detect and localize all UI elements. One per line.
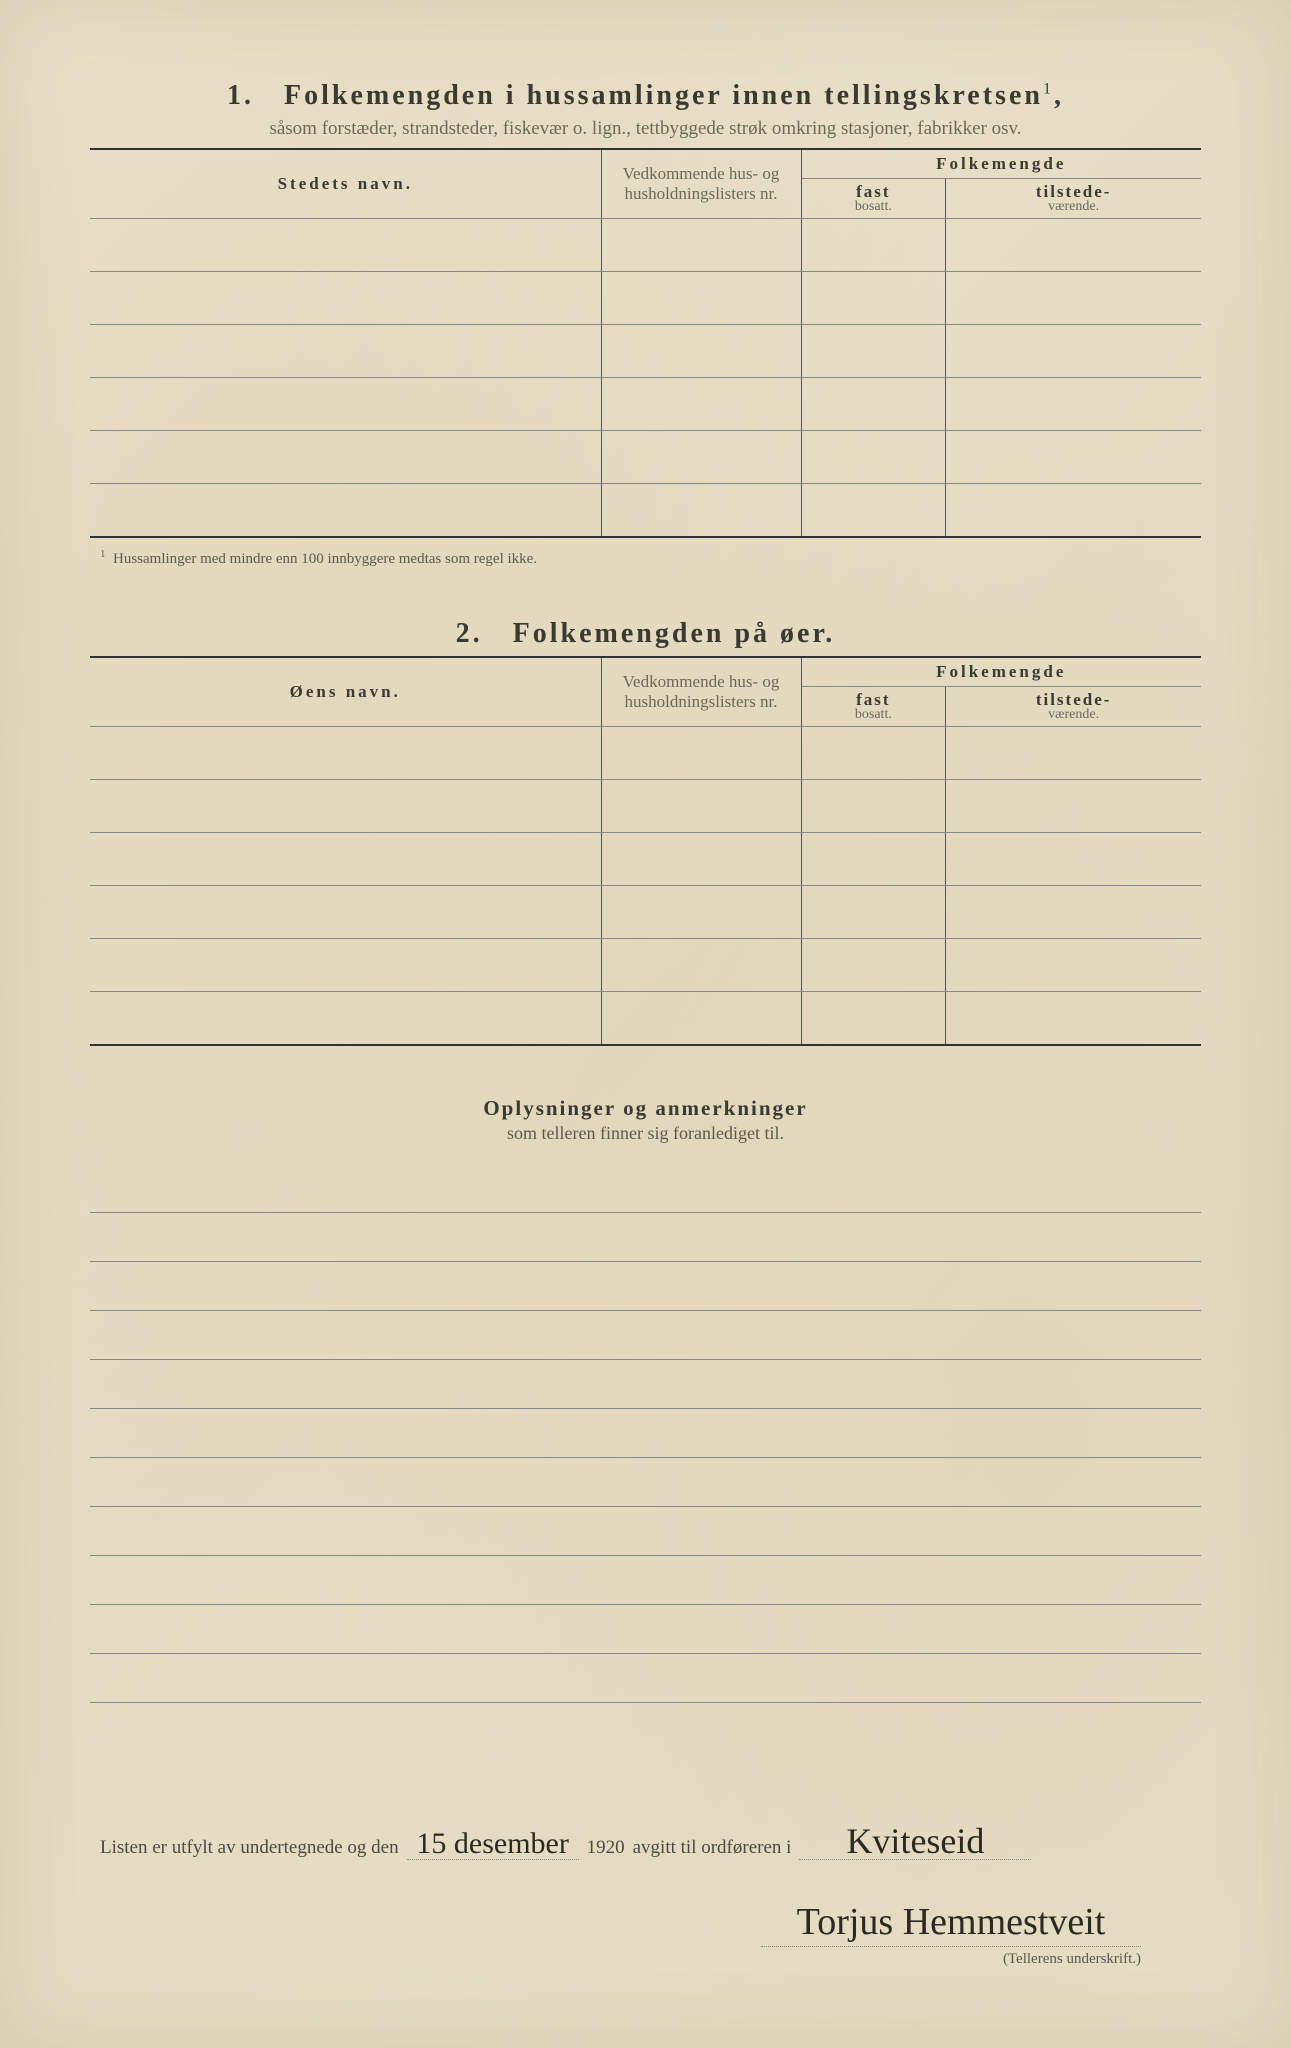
notes-line bbox=[90, 1164, 1201, 1213]
col-stedets-navn: Stedets navn. bbox=[90, 149, 601, 219]
section1-title: 1. Folkemengden i hussamlinger innen tel… bbox=[90, 80, 1201, 112]
notes-line bbox=[90, 1654, 1201, 1703]
table-row bbox=[90, 219, 1201, 272]
footer-place-handwritten: Kviteseid bbox=[799, 1823, 1031, 1860]
table-row bbox=[90, 484, 1201, 538]
section1-table: Stedets navn. Vedkommende hus- og hushol… bbox=[90, 148, 1201, 538]
table-row bbox=[90, 431, 1201, 484]
col-tilstede-2: tilstede- værende. bbox=[946, 687, 1201, 727]
notes-line bbox=[90, 1507, 1201, 1556]
notes-line bbox=[90, 1213, 1201, 1262]
section1-title-text: Folkemengden i hussamlinger innen tellin… bbox=[284, 80, 1043, 111]
footnote-marker: 1 bbox=[100, 548, 106, 560]
notes-line bbox=[90, 1409, 1201, 1458]
footer-middle: avgitt til ordføreren i bbox=[633, 1837, 792, 1859]
section1-sup: 1 bbox=[1043, 81, 1054, 98]
col-folkemengde-2: Folkemengde bbox=[801, 657, 1201, 687]
section1-suffix: , bbox=[1054, 80, 1064, 111]
notes-line bbox=[90, 1605, 1201, 1654]
section3-subtitle: som telleren finner sig foranlediget til… bbox=[90, 1123, 1201, 1144]
notes-area bbox=[90, 1164, 1201, 1703]
table-row bbox=[90, 727, 1201, 780]
table-row bbox=[90, 325, 1201, 378]
notes-line bbox=[90, 1458, 1201, 1507]
section2-title: 2. Folkemengden på øer. bbox=[90, 618, 1201, 650]
signature-block: Torjus Hemmestveit (Tellerens underskrif… bbox=[90, 1900, 1201, 1968]
signature-label: (Tellerens underskrift.) bbox=[90, 1951, 1141, 1968]
section1-number: 1. bbox=[227, 80, 254, 111]
footer-year: 1920 bbox=[587, 1837, 625, 1859]
notes-line bbox=[90, 1262, 1201, 1311]
table-row bbox=[90, 780, 1201, 833]
table-row bbox=[90, 886, 1201, 939]
signature-handwritten: Torjus Hemmestveit bbox=[761, 1900, 1141, 1947]
section2-number: 2. bbox=[456, 618, 483, 649]
col-fast: fast bosatt. bbox=[801, 179, 946, 219]
table-row bbox=[90, 992, 1201, 1046]
notes-line bbox=[90, 1311, 1201, 1360]
col-folkemengde: Folkemengde bbox=[801, 149, 1201, 179]
col-fast-2: fast bosatt. bbox=[801, 687, 946, 727]
footnote-text: Hussamlinger med mindre enn 100 innbygge… bbox=[113, 551, 537, 567]
col-tilstede-2-sub: værende. bbox=[952, 708, 1195, 722]
table-row bbox=[90, 833, 1201, 886]
table-row bbox=[90, 378, 1201, 431]
col-list-2: Vedkommende hus- og husholdningslisters … bbox=[601, 657, 801, 727]
section1-footnote: 1 Hussamlinger med mindre enn 100 innbyg… bbox=[90, 548, 1201, 568]
notes-line bbox=[90, 1556, 1201, 1605]
footer-prefix: Listen er utfylt av undertegnede og den bbox=[100, 1837, 399, 1859]
section2-title-text: Folkemengden på øer. bbox=[513, 618, 836, 649]
footer-date-handwritten: 15 desember bbox=[407, 1829, 579, 1860]
col-list: Vedkommende hus- og husholdningslisters … bbox=[601, 149, 801, 219]
col-fast-sub: bosatt. bbox=[808, 200, 940, 214]
table-row bbox=[90, 939, 1201, 992]
col-fast-2-sub: bosatt. bbox=[808, 708, 940, 722]
col-tilstede-sub: værende. bbox=[952, 200, 1195, 214]
col-tilstede: tilstede- værende. bbox=[946, 179, 1201, 219]
section1-subtitle: såsom forstæder, strandsteder, fiskevær … bbox=[90, 118, 1201, 140]
notes-line bbox=[90, 1360, 1201, 1409]
table-row bbox=[90, 272, 1201, 325]
section2-table: Øens navn. Vedkommende hus- og husholdni… bbox=[90, 656, 1201, 1046]
census-form-page: 1. Folkemengden i hussamlinger innen tel… bbox=[0, 0, 1291, 2048]
section3-title: Oplysninger og anmerkninger bbox=[90, 1096, 1201, 1121]
footer-declaration: Listen er utfylt av undertegnede og den … bbox=[90, 1823, 1201, 1860]
col-oens-navn: Øens navn. bbox=[90, 657, 601, 727]
